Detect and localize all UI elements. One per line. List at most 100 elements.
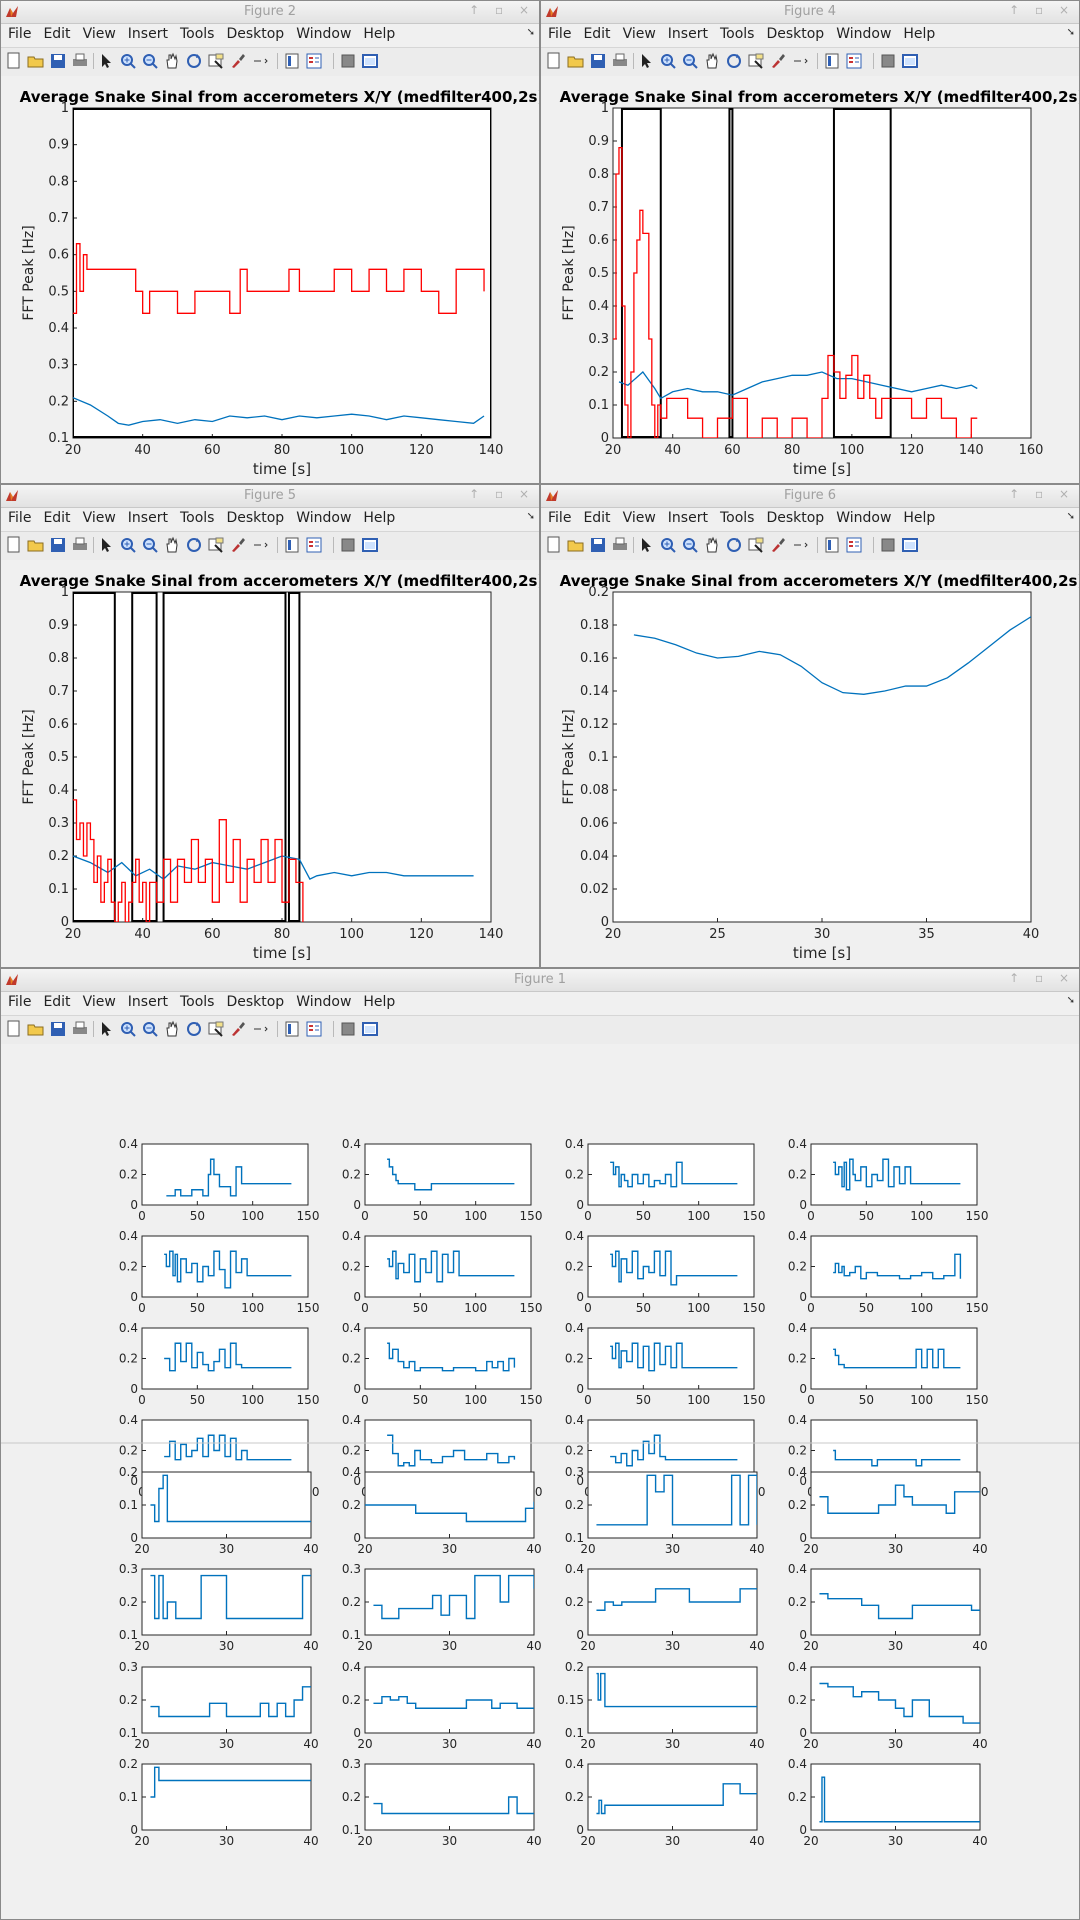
open-icon[interactable] (27, 1020, 45, 1038)
menu-window[interactable]: Window (296, 994, 352, 1010)
window-controls[interactable]: ↑ ▫ × (1009, 971, 1075, 985)
menu-insert[interactable]: Insert (667, 510, 708, 526)
brush-icon[interactable] (769, 52, 787, 70)
legend-icon[interactable] (845, 536, 863, 554)
pan-icon[interactable] (703, 52, 721, 70)
print-icon[interactable] (71, 52, 89, 70)
menu-edit[interactable]: Edit (43, 510, 71, 526)
menu-desktop[interactable]: Desktop (226, 994, 285, 1010)
menu-tools[interactable]: Tools (179, 510, 215, 526)
menu-edit[interactable]: Edit (43, 26, 71, 42)
figure-1-titlebar[interactable]: Figure 1 ↑ ▫ × (1, 969, 1079, 992)
menu-file[interactable]: File (8, 510, 32, 526)
link-icon[interactable] (251, 536, 269, 554)
zoom-in-icon[interactable] (119, 536, 137, 554)
menu-window[interactable]: Window (836, 510, 892, 526)
data-cursor-icon[interactable] (207, 1020, 225, 1038)
pointer-icon[interactable] (97, 536, 115, 554)
new-figure-icon[interactable] (545, 52, 563, 70)
pan-icon[interactable] (163, 536, 181, 554)
brush-icon[interactable] (229, 536, 247, 554)
save-icon[interactable] (49, 1020, 67, 1038)
dock-icon[interactable] (361, 1020, 379, 1038)
rotate-icon[interactable] (725, 52, 743, 70)
brush-icon[interactable] (229, 52, 247, 70)
pointer-icon[interactable] (97, 52, 115, 70)
brush-icon[interactable] (229, 1020, 247, 1038)
colorbar-icon[interactable] (823, 52, 841, 70)
link-icon[interactable] (791, 536, 809, 554)
menu-file[interactable]: File (548, 510, 572, 526)
window-controls[interactable]: ↑ ▫ × (1009, 3, 1075, 17)
menu-view[interactable]: View (82, 26, 116, 42)
menu-window[interactable]: Window (836, 26, 892, 42)
menu-tools[interactable]: Tools (719, 510, 755, 526)
link-icon[interactable] (251, 1020, 269, 1038)
new-figure-icon[interactable] (5, 52, 23, 70)
menu-edit[interactable]: Edit (583, 26, 611, 42)
menu-arrow-icon[interactable]: ➘ (1066, 511, 1075, 522)
save-icon[interactable] (589, 536, 607, 554)
hide-tools-icon[interactable] (339, 536, 357, 554)
pointer-icon[interactable] (637, 536, 655, 554)
open-icon[interactable] (567, 536, 585, 554)
menu-edit[interactable]: Edit (43, 994, 71, 1010)
rotate-icon[interactable] (725, 536, 743, 554)
print-icon[interactable] (611, 52, 629, 70)
menu-insert[interactable]: Insert (127, 994, 168, 1010)
data-cursor-icon[interactable] (747, 52, 765, 70)
data-cursor-icon[interactable] (207, 536, 225, 554)
print-icon[interactable] (611, 536, 629, 554)
zoom-in-icon[interactable] (659, 52, 677, 70)
pan-icon[interactable] (163, 1020, 181, 1038)
window-controls[interactable]: ↑ ▫ × (469, 3, 535, 17)
menu-insert[interactable]: Insert (667, 26, 708, 42)
menu-window[interactable]: Window (296, 510, 352, 526)
menu-help[interactable]: Help (903, 510, 936, 526)
colorbar-icon[interactable] (283, 52, 301, 70)
colorbar-icon[interactable] (823, 536, 841, 554)
pointer-icon[interactable] (97, 1020, 115, 1038)
dock-icon[interactable] (901, 52, 919, 70)
menu-desktop[interactable]: Desktop (766, 510, 825, 526)
dock-icon[interactable] (361, 536, 379, 554)
zoom-out-icon[interactable] (141, 536, 159, 554)
menu-tools[interactable]: Tools (719, 26, 755, 42)
zoom-out-icon[interactable] (141, 1020, 159, 1038)
zoom-out-icon[interactable] (681, 536, 699, 554)
rotate-icon[interactable] (185, 52, 203, 70)
hide-tools-icon[interactable] (339, 52, 357, 70)
figure-4-titlebar[interactable]: Figure 4 ↑ ▫ × (541, 1, 1079, 24)
rotate-icon[interactable] (185, 1020, 203, 1038)
menu-file[interactable]: File (8, 26, 32, 42)
menu-help[interactable]: Help (363, 26, 396, 42)
legend-icon[interactable] (305, 536, 323, 554)
menu-desktop[interactable]: Desktop (226, 26, 285, 42)
menu-desktop[interactable]: Desktop (766, 26, 825, 42)
colorbar-icon[interactable] (283, 536, 301, 554)
zoom-in-icon[interactable] (119, 52, 137, 70)
figure-5-titlebar[interactable]: Figure 5 ↑ ▫ × (1, 485, 539, 508)
link-icon[interactable] (251, 52, 269, 70)
save-icon[interactable] (49, 52, 67, 70)
figure-2-titlebar[interactable]: Figure 2 ↑ ▫ × (1, 1, 539, 24)
brush-icon[interactable] (769, 536, 787, 554)
legend-icon[interactable] (305, 52, 323, 70)
hide-tools-icon[interactable] (879, 52, 897, 70)
open-icon[interactable] (27, 52, 45, 70)
menu-tools[interactable]: Tools (179, 26, 215, 42)
legend-icon[interactable] (845, 52, 863, 70)
zoom-out-icon[interactable] (681, 52, 699, 70)
print-icon[interactable] (71, 1020, 89, 1038)
menu-insert[interactable]: Insert (127, 26, 168, 42)
zoom-out-icon[interactable] (141, 52, 159, 70)
save-icon[interactable] (49, 536, 67, 554)
data-cursor-icon[interactable] (747, 536, 765, 554)
zoom-in-icon[interactable] (659, 536, 677, 554)
menu-view[interactable]: View (82, 510, 116, 526)
menu-help[interactable]: Help (363, 994, 396, 1010)
menu-insert[interactable]: Insert (127, 510, 168, 526)
menu-desktop[interactable]: Desktop (226, 510, 285, 526)
pointer-icon[interactable] (637, 52, 655, 70)
pan-icon[interactable] (703, 536, 721, 554)
